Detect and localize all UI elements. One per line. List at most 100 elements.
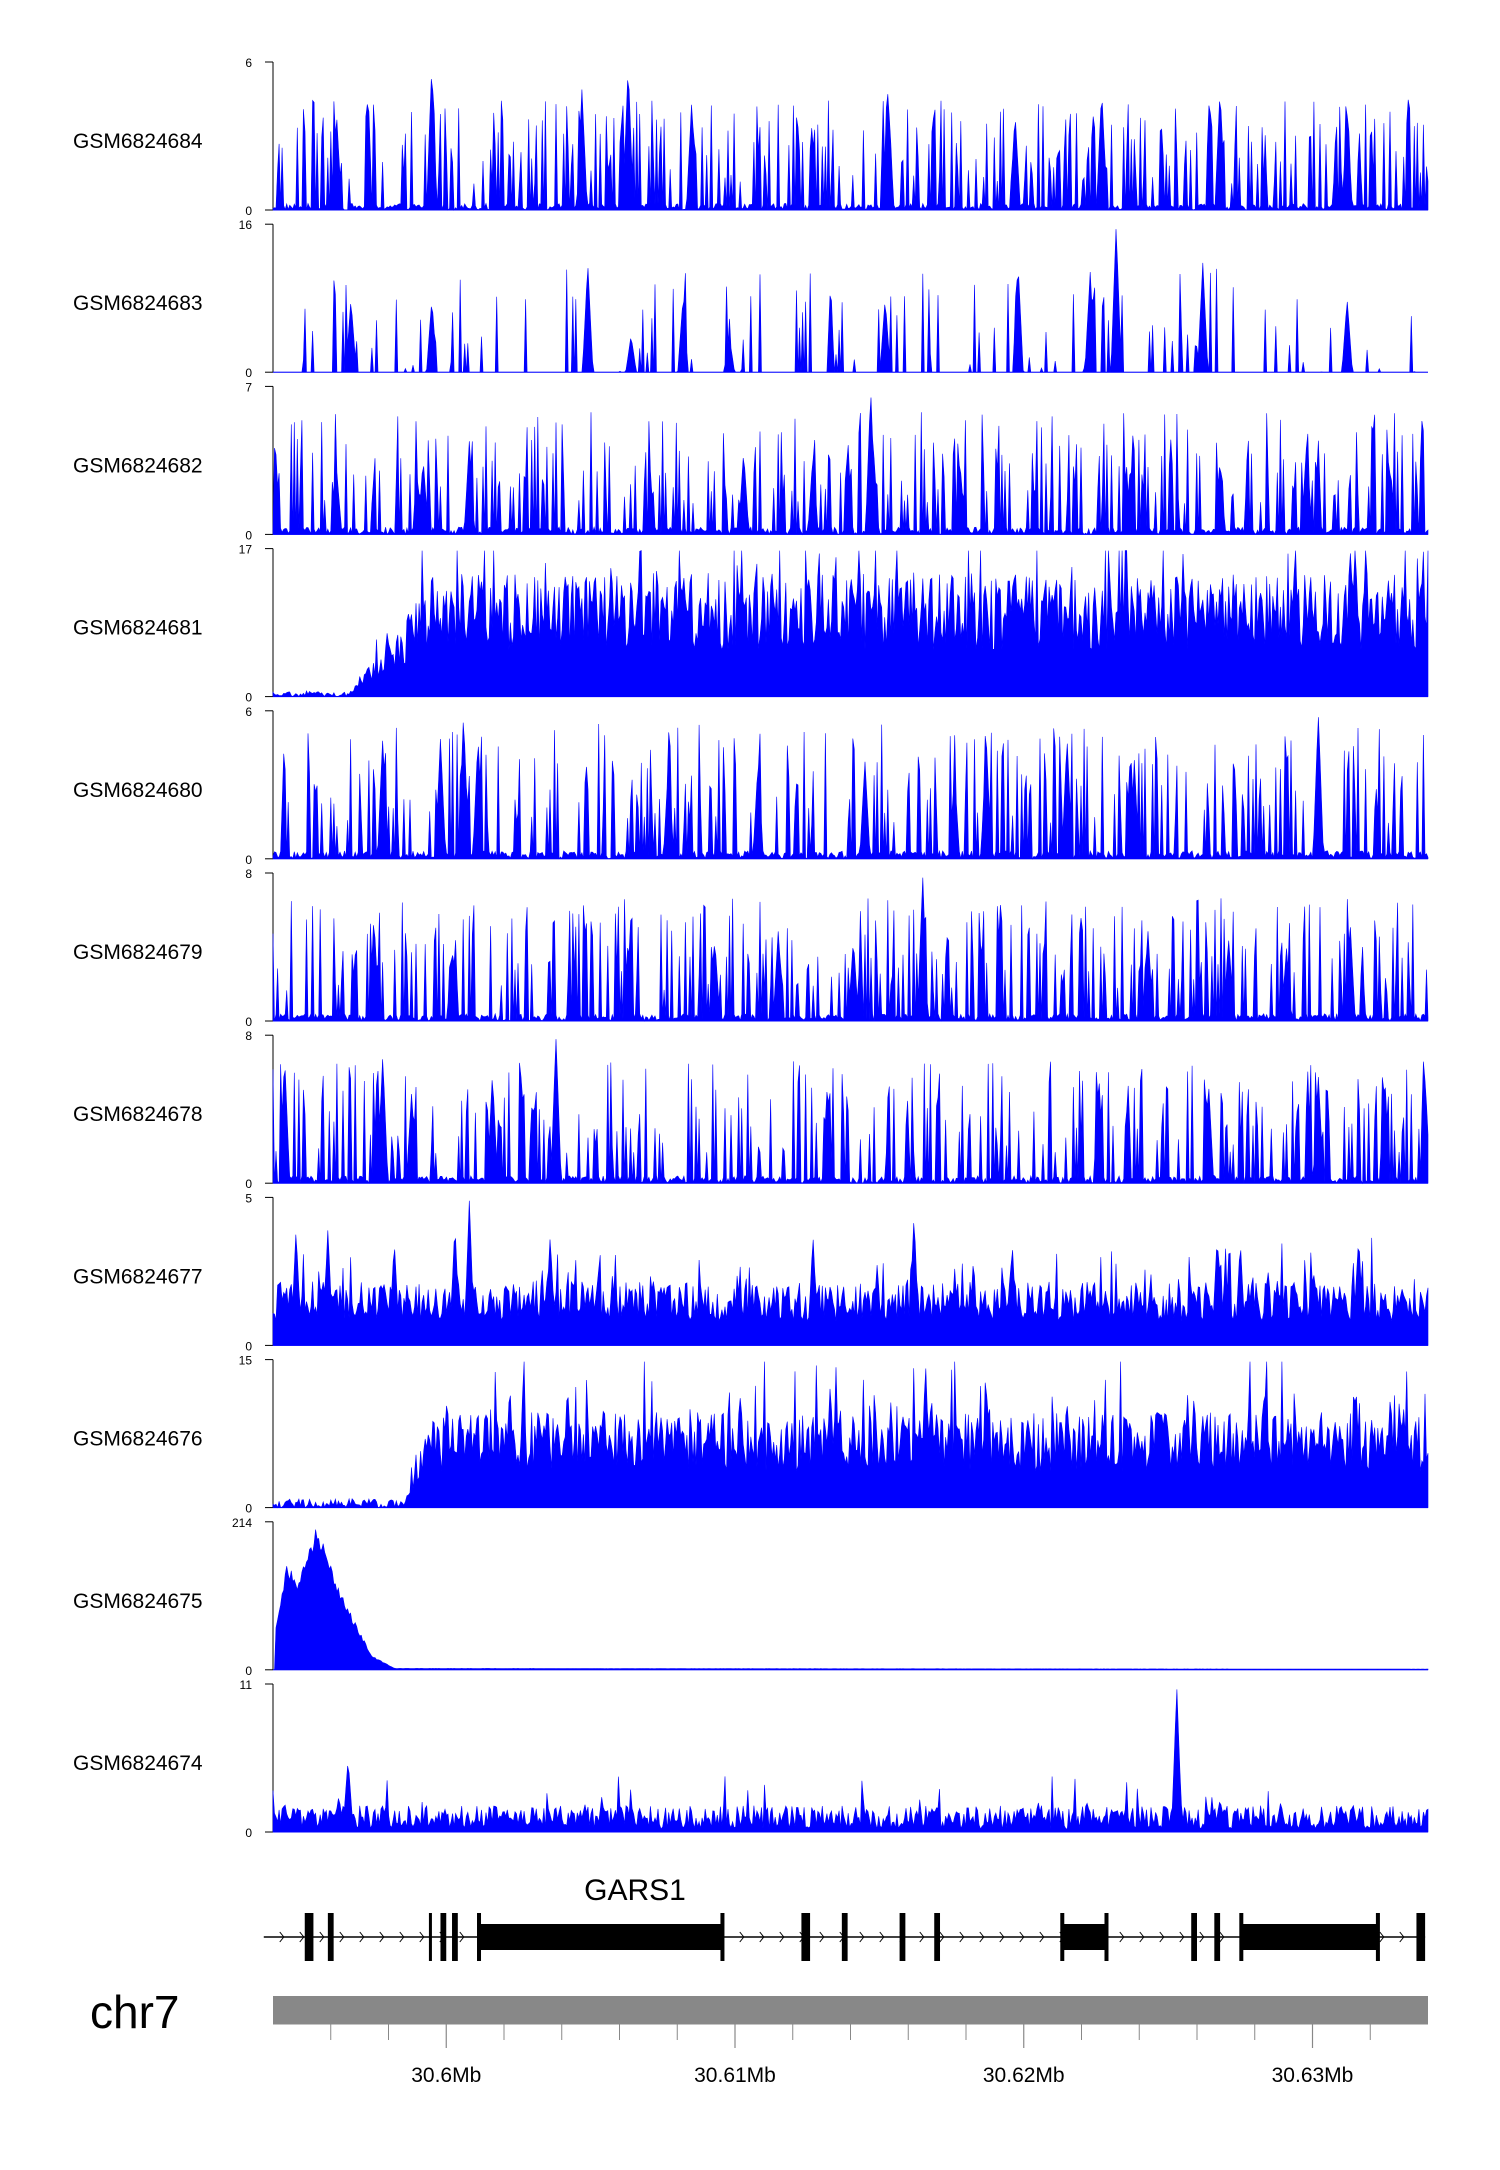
strand-arrow bbox=[979, 1931, 985, 1943]
exon-block bbox=[478, 1924, 724, 1950]
coverage-area bbox=[272, 397, 1429, 536]
strand-arrow bbox=[819, 1931, 825, 1943]
strand-arrow bbox=[279, 1931, 285, 1943]
y-min-label: 0 bbox=[245, 691, 252, 705]
exon-block bbox=[1416, 1913, 1426, 1961]
track-GSM6824676: GSM6824676 15 0 bbox=[73, 1354, 1429, 1516]
track-GSM6824682: GSM6824682 7 0 bbox=[73, 380, 1429, 542]
coverage-area bbox=[272, 1361, 1429, 1509]
strand-arrow bbox=[1379, 1931, 1385, 1943]
exon-edge bbox=[477, 1913, 482, 1961]
track-label: GSM6824674 bbox=[73, 1752, 203, 1775]
y-min-label: 0 bbox=[245, 1826, 252, 1840]
track-GSM6824677: GSM6824677 5 0 bbox=[73, 1191, 1429, 1353]
exon-block bbox=[1061, 1924, 1108, 1950]
strand-arrow bbox=[399, 1931, 405, 1943]
strand-arrow bbox=[1199, 1931, 1205, 1943]
coverage-area bbox=[272, 877, 1429, 1022]
y-min-label: 0 bbox=[245, 1502, 252, 1516]
y-min-label: 0 bbox=[245, 1664, 252, 1678]
strand-arrow bbox=[419, 1931, 425, 1943]
strand-arrow bbox=[1399, 1931, 1405, 1943]
strand-arrow bbox=[779, 1931, 785, 1943]
exon-block bbox=[1214, 1913, 1221, 1961]
coverage-area bbox=[272, 1200, 1429, 1346]
strand-arrow bbox=[959, 1931, 965, 1943]
coverage-area bbox=[272, 1039, 1429, 1185]
track-label: GSM6824679 bbox=[73, 941, 203, 964]
exon-block bbox=[428, 1913, 432, 1961]
track-GSM6824681: GSM6824681 17 0 bbox=[73, 543, 1429, 705]
track-GSM6824683: GSM6824683 16 0 bbox=[73, 218, 1428, 380]
track-GSM6824679: GSM6824679 8 0 bbox=[73, 867, 1429, 1029]
gene-annotation-track: GARS1 bbox=[263, 1874, 1426, 1961]
track-GSM6824674: GSM6824674 11 0 bbox=[73, 1678, 1429, 1840]
exon-edge bbox=[1060, 1913, 1065, 1961]
exon-block bbox=[327, 1913, 334, 1961]
tick-label: 30.62Mb bbox=[983, 2064, 1065, 2087]
exon-block bbox=[899, 1913, 906, 1961]
y-min-label: 0 bbox=[245, 1339, 252, 1353]
coverage-area bbox=[272, 1689, 1429, 1833]
strand-arrow bbox=[459, 1931, 465, 1943]
chromosome-label: chr7 bbox=[90, 1986, 179, 2038]
exon-block bbox=[934, 1913, 941, 1961]
y-max-label: 17 bbox=[239, 543, 253, 557]
track-label: GSM6824681 bbox=[73, 617, 203, 640]
track-label: GSM6824684 bbox=[73, 130, 203, 153]
track-GSM6824678: GSM6824678 8 0 bbox=[73, 1029, 1429, 1191]
y-max-label: 5 bbox=[245, 1191, 252, 1205]
track-label: GSM6824678 bbox=[73, 1103, 203, 1126]
strand-arrow bbox=[1179, 1931, 1185, 1943]
exon-block bbox=[452, 1913, 458, 1961]
coverage-area bbox=[273, 229, 1428, 373]
strand-arrow bbox=[1019, 1931, 1025, 1943]
track-GSM6824680: GSM6824680 6 0 bbox=[73, 705, 1429, 867]
y-min-label: 0 bbox=[245, 366, 252, 380]
track-label: GSM6824683 bbox=[73, 292, 203, 315]
track-label: GSM6824675 bbox=[73, 1590, 203, 1613]
strand-arrow bbox=[1039, 1931, 1045, 1943]
exon-block bbox=[801, 1913, 811, 1961]
axis-ticks: 30.6Mb 30.61Mb 30.62Mb 30.63Mb bbox=[330, 2024, 1371, 2087]
track-GSM6824684: GSM6824684 6 0 bbox=[73, 56, 1429, 218]
strand-arrow bbox=[1119, 1931, 1125, 1943]
tick-label: 30.61Mb bbox=[694, 2064, 776, 2087]
exon-block bbox=[1191, 1913, 1197, 1961]
track-label: GSM6824676 bbox=[73, 1428, 203, 1451]
strand-arrow bbox=[1219, 1931, 1225, 1943]
strand-arrow bbox=[759, 1931, 765, 1943]
gene-name-label: GARS1 bbox=[584, 1874, 686, 1907]
track-label: GSM6824680 bbox=[73, 779, 203, 802]
exon-block bbox=[841, 1913, 848, 1961]
strand-arrow bbox=[939, 1931, 945, 1943]
y-max-label: 8 bbox=[245, 867, 252, 881]
y-max-label: 6 bbox=[245, 56, 252, 70]
strand-arrow bbox=[879, 1931, 885, 1943]
strand-arrow bbox=[379, 1931, 385, 1943]
strand-arrow bbox=[319, 1931, 325, 1943]
exon-block bbox=[440, 1913, 447, 1961]
coverage-area bbox=[272, 717, 1429, 860]
track-label: GSM6824677 bbox=[73, 1265, 203, 1288]
coverage-area bbox=[273, 1529, 1429, 1671]
tick-label: 30.63Mb bbox=[1272, 2064, 1354, 2087]
y-max-label: 7 bbox=[245, 380, 252, 394]
y-max-label: 6 bbox=[245, 705, 252, 719]
y-max-label: 214 bbox=[232, 1516, 252, 1530]
y-min-label: 0 bbox=[245, 1177, 252, 1191]
gene-exons bbox=[304, 1913, 1426, 1961]
y-max-label: 16 bbox=[239, 218, 253, 232]
y-max-label: 8 bbox=[245, 1029, 252, 1043]
y-min-label: 0 bbox=[245, 1015, 252, 1029]
tick-label: 30.6Mb bbox=[411, 2064, 481, 2087]
track-GSM6824675: GSM6824675 214 0 bbox=[73, 1516, 1429, 1678]
exon-edge bbox=[1239, 1913, 1244, 1961]
strand-arrow bbox=[739, 1931, 745, 1943]
track-label: GSM6824682 bbox=[73, 454, 203, 477]
coverage-tracks: GSM682468460GSM6824683160GSM682468270GSM… bbox=[73, 56, 1429, 1840]
exon-edge bbox=[720, 1913, 725, 1961]
y-max-label: 11 bbox=[240, 1678, 253, 1692]
exon-block bbox=[1240, 1924, 1379, 1950]
